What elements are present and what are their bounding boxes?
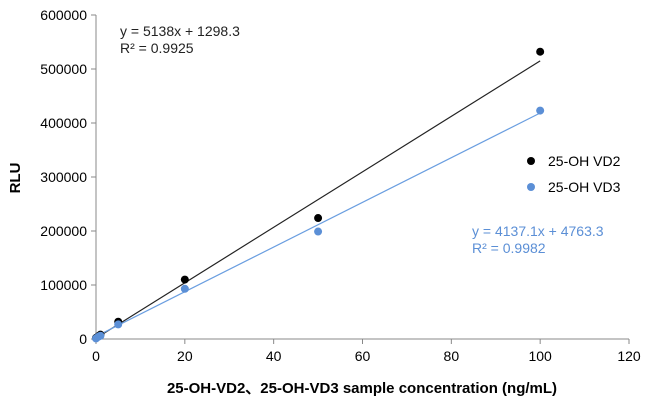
data-point-vd3 <box>536 106 545 115</box>
r2-vd2: R² = 0.9925 <box>120 40 194 56</box>
axes: 0 100000 200000 300000 400000 500000 600000 0 20… <box>40 7 641 364</box>
y-tick-label: 200000 <box>40 223 87 239</box>
y-tick-label: 0 <box>79 331 87 347</box>
r2-vd3: R² = 0.9982 <box>472 240 546 256</box>
legend: 25-OH VD2 25-OH VD3 <box>527 153 621 195</box>
legend-marker-vd2 <box>527 157 535 165</box>
legend-label-vd2: 25-OH VD2 <box>548 153 621 169</box>
x-tick-label: 80 <box>444 348 460 364</box>
y-tick-label: 400000 <box>40 115 87 131</box>
data-point-vd3 <box>314 227 323 236</box>
y-tick-label: 500000 <box>40 61 87 77</box>
x-tick-label: 20 <box>177 348 193 364</box>
trendline-vd2 <box>95 60 541 339</box>
x-axis-label: 25-OH-VD2、25-OH-VD3 sample concentration… <box>167 380 557 397</box>
y-tick-label: 100000 <box>40 277 87 293</box>
data-points <box>92 47 545 343</box>
equation-vd3: y = 4137.1x + 4763.3 <box>472 223 604 239</box>
data-point-vd2 <box>180 275 189 284</box>
data-point-vd3 <box>180 284 189 293</box>
equation-vd2: y = 5138x + 1298.3 <box>120 23 240 39</box>
legend-label-vd3: 25-OH VD3 <box>548 179 621 195</box>
y-tick-label: 300000 <box>40 169 87 185</box>
data-point-vd2 <box>314 214 323 223</box>
y-tick-label: 600000 <box>40 7 87 23</box>
data-point-vd3 <box>96 331 105 340</box>
x-tick-label: 100 <box>528 348 552 364</box>
x-tick-label: 40 <box>266 348 282 364</box>
x-tick-label: 60 <box>355 348 371 364</box>
legend-marker-vd3 <box>527 183 535 191</box>
y-axis-label: RLU <box>7 163 24 194</box>
x-tick-label: 0 <box>92 348 100 364</box>
data-point-vd3 <box>114 320 123 329</box>
data-point-vd2 <box>536 47 545 56</box>
trendline-vd3 <box>95 112 541 337</box>
trendlines <box>95 60 541 339</box>
x-tick-label: 120 <box>617 348 641 364</box>
